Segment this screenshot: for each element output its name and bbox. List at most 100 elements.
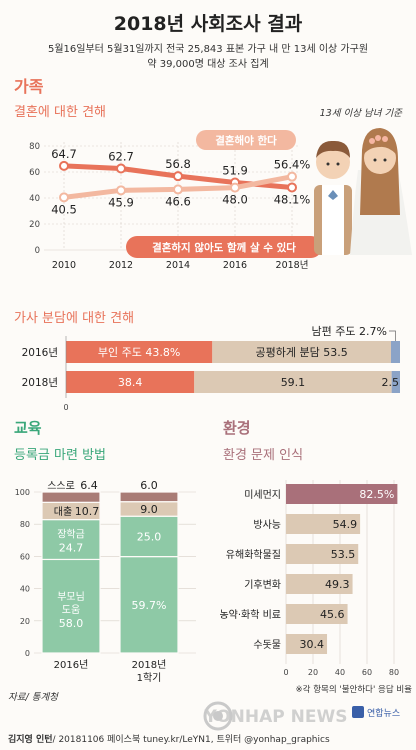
housework-bar-chart: 2016년 부인 주도 43.8% 공평하게 분담 53.5 남편 주도 2.7% 20… — [22, 325, 400, 412]
category-label: 2018년 — [22, 377, 58, 389]
section-env-issue-title: 환경 문제 인식 — [223, 448, 303, 463]
bar-label: 부인 주도 43.8% — [98, 346, 180, 359]
data-point — [59, 192, 69, 203]
segment-label: 9.0 — [140, 503, 158, 516]
y-tick-label: 80 — [20, 520, 30, 529]
section-marriage-title: 결혼에 대한 견해 — [14, 105, 106, 120]
bar — [286, 574, 353, 594]
section-environment-title: 환경 — [223, 419, 251, 437]
bar-segment — [119, 515, 179, 558]
subtitle-line2: 약 39,000명 대상 조사 집계 — [147, 58, 268, 70]
bar-segment — [41, 491, 101, 503]
legend-label: 결혼하지 않아도 함께 살 수 있다 — [152, 241, 296, 254]
category-label: 수돗물 — [253, 639, 281, 651]
x-tick-label: 0 — [63, 403, 68, 412]
y-tick-label: 0 — [25, 649, 30, 658]
marriage-note: 13세 이상 남녀 기준 — [320, 108, 404, 119]
data-point — [173, 184, 183, 195]
y-tick-label: 40 — [20, 585, 30, 594]
section-tuition-title: 등록금 마련 방법 — [14, 448, 106, 463]
credit-name: 김지영 인턴 — [8, 733, 53, 745]
data-label: 62.7 — [108, 149, 134, 163]
category-label: 2018년 — [132, 659, 167, 671]
data-label: 45.9 — [108, 195, 134, 209]
credit-rest: / 20181106 페이스북 tuney.kr/LeYN1, 트위터 @yon… — [53, 734, 330, 745]
data-point — [116, 163, 126, 174]
data-point — [59, 160, 69, 171]
category-label: 2016년 — [54, 659, 89, 671]
section-housework-title: 가사 분담에 대한 견해 — [14, 311, 134, 326]
bar-label: 49.3 — [325, 578, 350, 591]
bar-label: 2.5 — [382, 376, 400, 389]
environment-bar-chart: 0 20 40 60 80 미세먼지 82.5% 방사능 54.9 유해화학물질 53.5 기후변화 4… — [219, 480, 412, 695]
data-label: 46.6 — [165, 194, 191, 208]
bar-segment — [194, 371, 392, 393]
bar — [286, 514, 361, 534]
y-tick-label: 0 — [35, 246, 40, 256]
segment-label: 장학금 — [57, 529, 85, 541]
bar-segment — [119, 491, 179, 503]
bar-label: 공평하게 분담 53.5 — [256, 345, 348, 359]
data-point — [173, 171, 183, 182]
data-label: 40.5 — [51, 202, 77, 216]
segment-label: 10.7 — [75, 505, 100, 518]
legend-box — [126, 236, 322, 258]
bar-segment — [41, 558, 101, 654]
bar — [286, 484, 398, 504]
category-label: 농약·화학 비료 — [219, 609, 281, 621]
source-text: 자료/ 통계청 — [8, 692, 59, 703]
y-tick-label: 20 — [20, 617, 30, 626]
category-label: 미세먼지 — [244, 489, 281, 501]
data-label: 56.4% — [274, 158, 311, 172]
data-point — [230, 182, 240, 193]
data-label: 56.8 — [165, 157, 191, 171]
bar-segment — [119, 555, 179, 654]
y-tick-label: 80 — [29, 142, 40, 152]
x-tick-label: 2014 — [166, 260, 190, 271]
y-tick-label: 60 — [29, 168, 40, 178]
couple-illustration — [314, 128, 412, 255]
data-label: 51.9 — [222, 164, 248, 178]
yonhap-logo: 연합뉴스 — [203, 701, 400, 731]
segment-label: 대출 — [54, 506, 72, 518]
x-tick-label: 2012 — [109, 260, 133, 271]
x-tick-label: 0 — [283, 668, 288, 677]
bar-label: 54.9 — [333, 518, 358, 531]
section-family-title: 가족 — [14, 77, 44, 96]
bar-segment — [391, 371, 400, 393]
data-point — [287, 182, 297, 193]
watermark-text: YONHAP NEWS — [204, 707, 348, 727]
x-tick-label: 60 — [362, 668, 372, 677]
bar — [286, 544, 359, 564]
bar-label: 남편 주도 2.7% — [312, 325, 387, 338]
segment-label: 6.0 — [140, 479, 158, 492]
segment-label: 스스로 — [47, 480, 75, 492]
page-title: 2018년 사회조사 결과 — [114, 13, 303, 35]
bar-label: 45.6 — [320, 608, 345, 621]
bar-label: 59.1 — [281, 376, 306, 389]
bar — [286, 604, 348, 624]
bar-segment — [390, 341, 400, 363]
bar-label: 82.5% — [359, 488, 394, 501]
x-tick-label: 20 — [308, 668, 318, 677]
category-label: 기후변화 — [244, 579, 281, 591]
segment-label: 도움 — [62, 604, 80, 616]
section-education-title: 교육 — [14, 419, 42, 437]
y-tick-label: 40 — [29, 194, 40, 204]
bar-segment — [66, 371, 195, 393]
bar-segment — [66, 341, 213, 363]
x-tick-label: 2018년 — [276, 260, 309, 271]
x-tick-label: 2016 — [223, 260, 247, 271]
credit-text: 김지영 인턴/ 20181106 페이스북 tuney.kr/LeYN1, 트위… — [8, 733, 330, 745]
y-tick-label: 60 — [20, 552, 30, 561]
x-tick-label: 2010 — [52, 260, 76, 271]
category-sublabel: 1학기 — [137, 672, 162, 684]
legend-label: 결혼해야 한다 — [215, 134, 277, 147]
data-label: 48.0 — [222, 193, 248, 207]
segment-label: 부모님 — [57, 591, 85, 603]
marriage-line-chart: 0 20 40 60 80 2010 2012 2014 2016 2018년 64.7 62.7 56… — [29, 130, 322, 271]
y-tick-label: 20 — [29, 220, 40, 230]
bar-segment — [212, 341, 391, 363]
